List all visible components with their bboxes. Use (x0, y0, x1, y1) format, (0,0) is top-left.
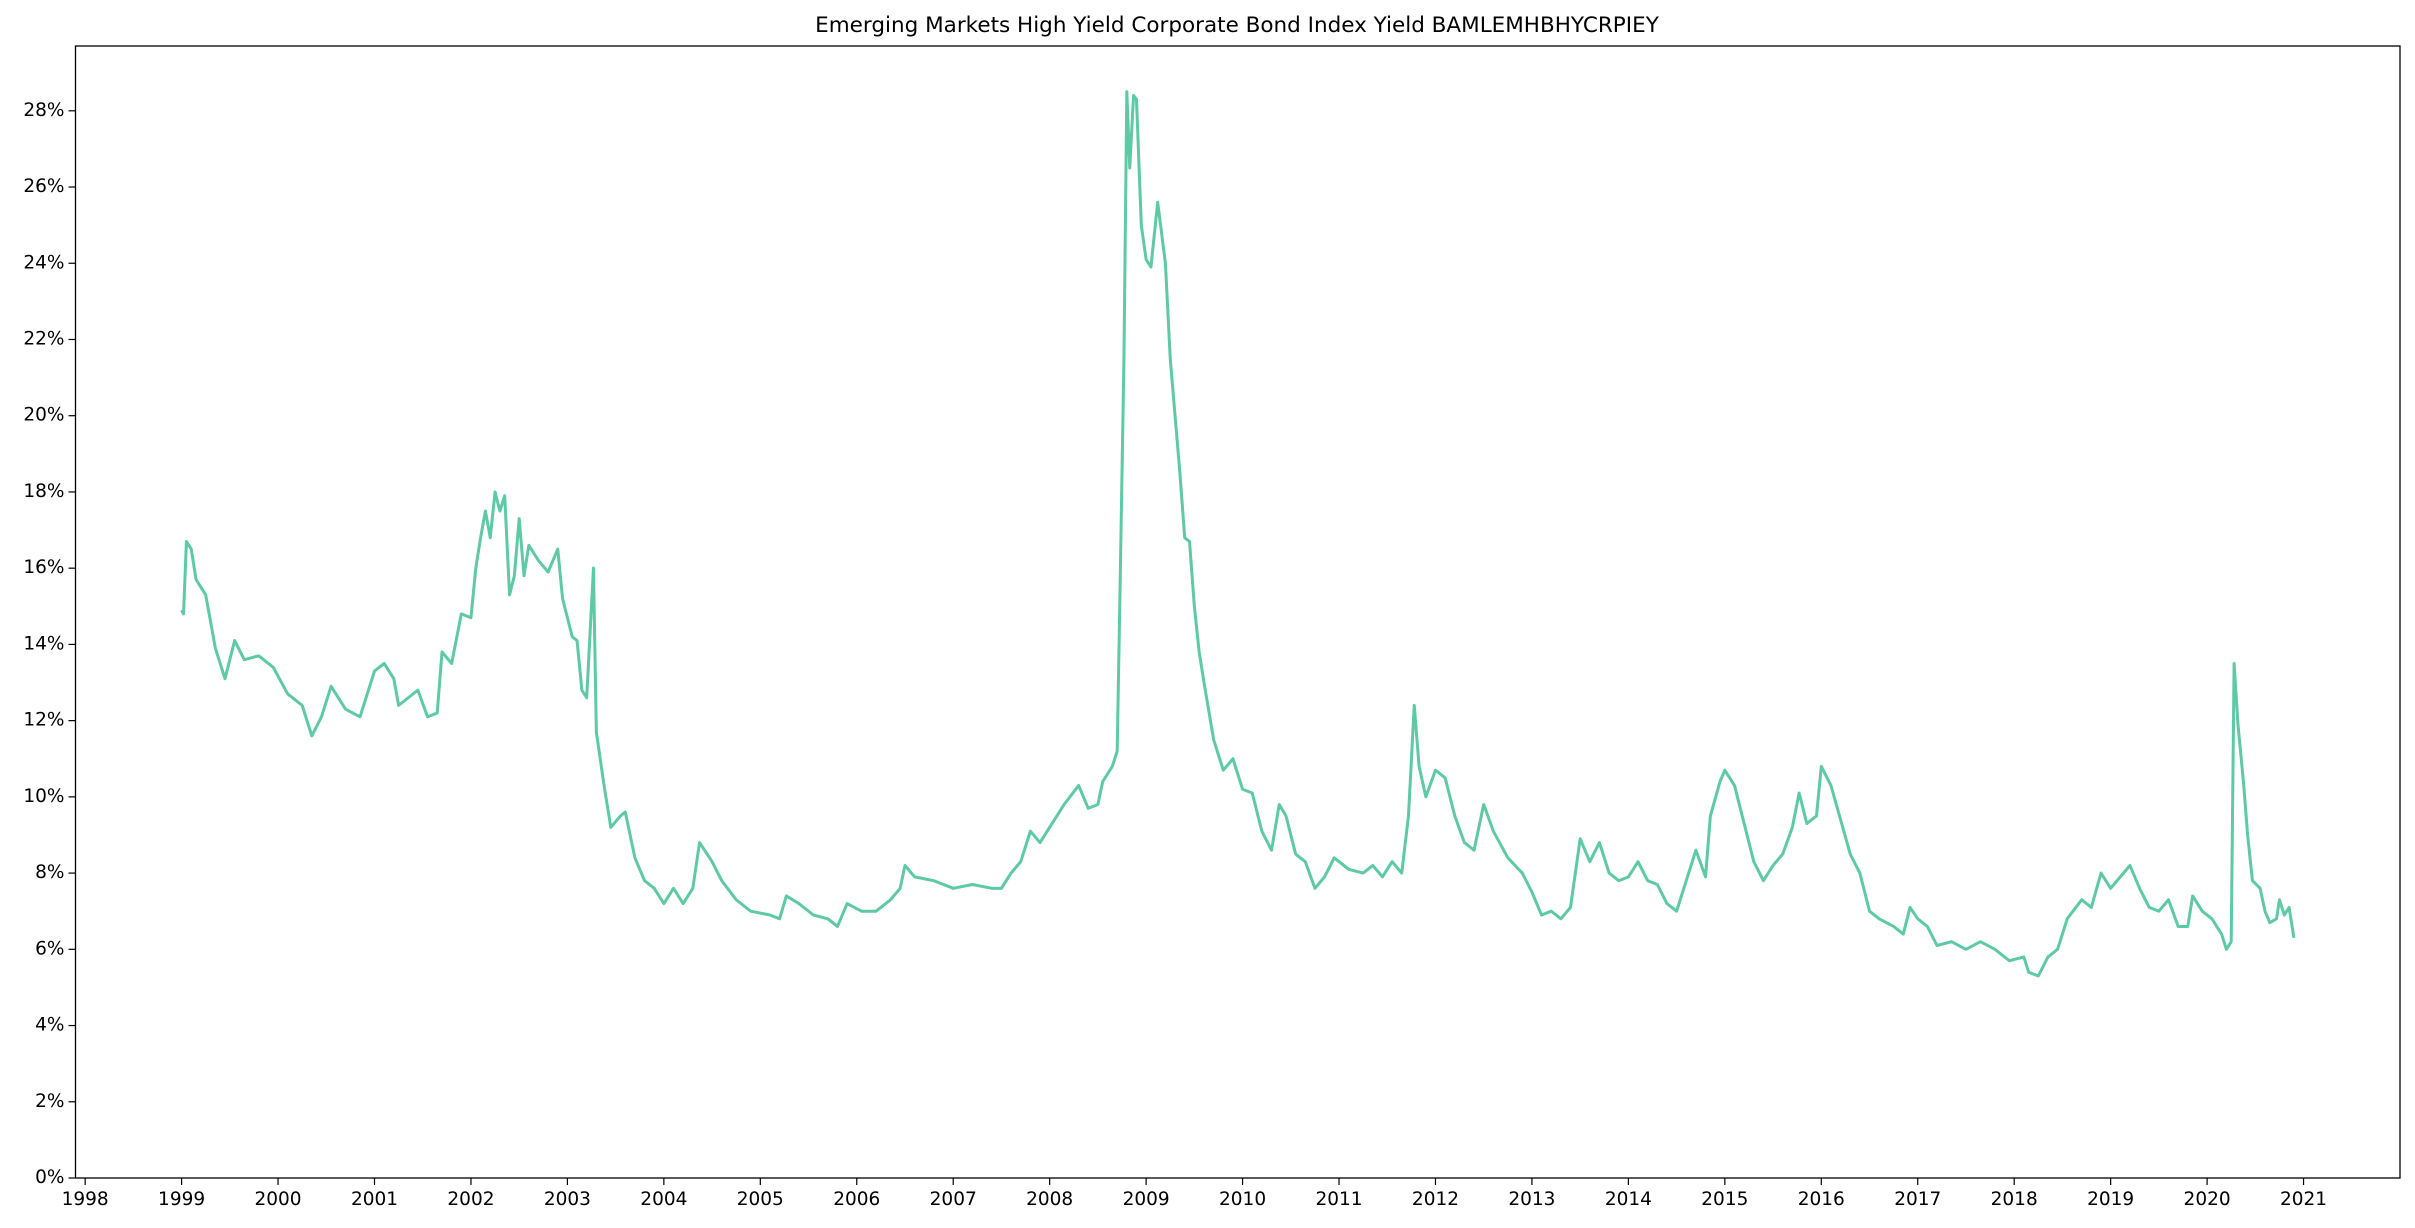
y-tick-label: 6% (35, 938, 64, 959)
x-tick-label: 2021 (2280, 1189, 2327, 1210)
x-tick-label: 2019 (2087, 1189, 2134, 1210)
x-tick-label: 2007 (930, 1189, 977, 1210)
x-tick-label: 2003 (544, 1189, 591, 1210)
x-tick-label: 2006 (833, 1189, 880, 1210)
x-tick-label: 1999 (158, 1189, 205, 1210)
y-tick-label: 2% (35, 1091, 64, 1112)
y-tick-label: 0% (35, 1167, 64, 1188)
y-tick-label: 28% (23, 100, 64, 121)
x-tick-label: 2010 (1219, 1189, 1266, 1210)
y-tick-label: 26% (23, 176, 64, 197)
y-tick-label: 20% (23, 405, 64, 426)
x-tick-label: 2018 (1991, 1189, 2038, 1210)
x-tick-label: 2002 (447, 1189, 494, 1210)
y-tick-label: 8% (35, 862, 64, 883)
x-tick-label: 2014 (1605, 1189, 1652, 1210)
x-tick-label: 2017 (1894, 1189, 1941, 1210)
x-tick-label: 2001 (351, 1189, 398, 1210)
y-tick-label: 4% (35, 1015, 64, 1036)
x-tick-label: 1998 (62, 1189, 109, 1210)
x-tick-label: 2016 (1798, 1189, 1845, 1210)
x-tick-label: 2015 (1701, 1189, 1748, 1210)
y-tick-label: 22% (23, 328, 64, 349)
y-tick-label: 18% (23, 481, 64, 502)
x-tick-label: 2012 (1412, 1189, 1459, 1210)
x-tick-label: 2011 (1315, 1189, 1362, 1210)
y-tick-label: 14% (23, 633, 64, 654)
x-tick-label: 2008 (1026, 1189, 1073, 1210)
plot-frame (74, 45, 2401, 1179)
y-tick-label: 16% (23, 557, 64, 578)
y-tick-label: 10% (23, 786, 64, 807)
chart-title: Emerging Markets High Yield Corporate Bo… (815, 13, 1660, 38)
x-tick-label: 2004 (640, 1189, 687, 1210)
y-tick-label: 12% (23, 710, 64, 731)
x-tick-label: 2009 (1123, 1189, 1170, 1210)
x-tick-label: 2013 (1508, 1189, 1555, 1210)
x-tick-label: 2005 (737, 1189, 784, 1210)
x-tick-label: 2020 (2184, 1189, 2231, 1210)
y-tick-label: 24% (23, 252, 64, 273)
data-line (180, 90, 2296, 978)
x-tick-label: 2000 (255, 1189, 302, 1210)
